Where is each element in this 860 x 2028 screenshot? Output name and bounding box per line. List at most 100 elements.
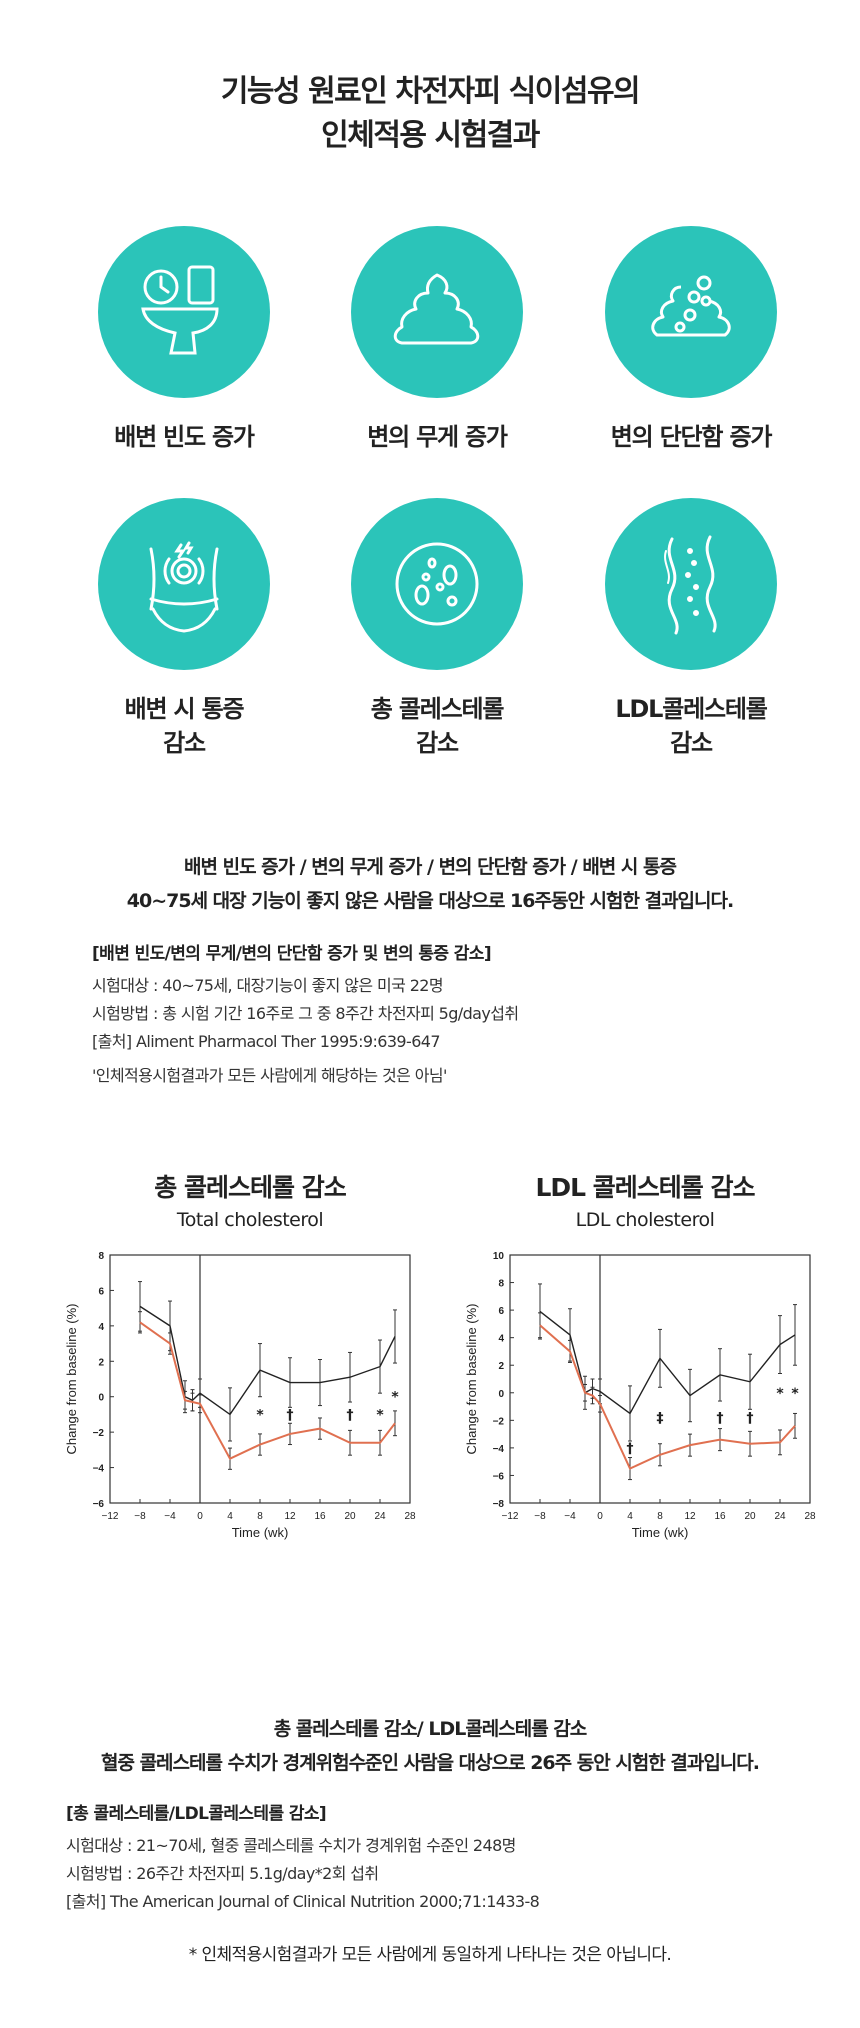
study2-details: [총 콜레스테롤/LDL콜레스테롤 감소] 시험대상 : 21~70세, 혈중 … (66, 1800, 540, 1916)
benefit-stool-weight: 변의 무게 증가 (307, 226, 567, 454)
benefit-total-cholesterol: 총 콜레스테롤 감소 (307, 498, 567, 760)
cholesterol-cell-icon (351, 498, 523, 670)
series-line-control (139, 1305, 396, 1416)
y-tick-label: 0 (98, 1393, 104, 1404)
title-line-1: 기능성 원료인 차전자피 식이섬유의 (220, 74, 641, 109)
x-tick-label: 0 (597, 1511, 603, 1522)
x-tick-label: −12 (502, 1511, 519, 1522)
details-heading: [총 콜레스테롤/LDL콜레스테롤 감소] (66, 1804, 327, 1824)
benefit-label: 변의 단단함 증가 (610, 423, 773, 451)
significance-marker: † (717, 1411, 724, 1427)
significance-marker: * (256, 1407, 264, 1423)
y-tick-label: 0 (498, 1389, 504, 1400)
abdominal-pain-icon (98, 498, 270, 670)
y-tick-label: 6 (498, 1306, 504, 1317)
page-title: 기능성 원료인 차전자피 식이섬유의 인체적용 시험결과 (0, 70, 860, 158)
y-tick-label: 4 (98, 1322, 104, 1333)
x-tick-label: 8 (257, 1511, 263, 1522)
benefit-label: 감소 (163, 729, 206, 757)
series-line-control (539, 1310, 796, 1415)
details-heading: [배변 빈도/변의 무게/변의 단단함 증가 및 변의 통증 감소] (92, 944, 492, 964)
x-tick-label: 4 (227, 1511, 233, 1522)
significance-marker: † (747, 1411, 754, 1427)
benefit-label: 변의 무게 증가 (367, 423, 508, 451)
y-tick-label: −4 (93, 1464, 105, 1475)
x-axis-label: Time (wk) (232, 1525, 289, 1540)
study-subject: 시험대상 : 40~75세, 대장기능이 좋지 않은 미국 22명 (92, 976, 444, 995)
x-tick-label: 20 (744, 1511, 756, 1522)
x-tick-label: 16 (714, 1511, 726, 1522)
x-tick-label: 24 (774, 1511, 786, 1522)
x-axis-label: Time (wk) (632, 1525, 689, 1540)
study1-details: [배변 빈도/변의 무게/변의 단단함 증가 및 변의 통증 감소] 시험대상 … (92, 940, 519, 1090)
x-tick-label: −4 (564, 1511, 576, 1522)
x-tick-label: 28 (804, 1511, 816, 1522)
x-tick-label: 28 (404, 1511, 416, 1522)
benefit-label: 배변 시 통증 (124, 695, 245, 723)
significance-marker: * (791, 1386, 799, 1402)
x-tick-label: 20 (344, 1511, 356, 1522)
y-tick-label: −4 (493, 1444, 505, 1455)
series-line-psyllium (539, 1324, 796, 1470)
x-tick-label: −8 (134, 1511, 146, 1522)
significance-marker: * (776, 1386, 784, 1402)
y-tick-label: −2 (93, 1428, 105, 1439)
y-tick-label: 2 (498, 1361, 504, 1372)
study-source: [출처] The American Journal of Clinical Nu… (66, 1892, 540, 1911)
chart-title-total: 총 콜레스테롤 감소 Total cholesterol (50, 1170, 450, 1234)
significance-marker: † (287, 1407, 294, 1423)
y-tick-label: −8 (493, 1499, 505, 1510)
y-tick-label: 10 (493, 1251, 505, 1262)
y-tick-label: −6 (493, 1471, 505, 1482)
series-line-psyllium (139, 1321, 396, 1461)
benefit-stool-frequency: 배변 빈도 증가 (54, 226, 314, 454)
y-tick-label: −6 (93, 1499, 105, 1510)
y-tick-label: 8 (98, 1251, 104, 1262)
study1-summary: 배변 빈도 증가 / 변의 무게 증가 / 변의 단단함 증가 / 배변 시 통… (0, 850, 860, 918)
study-method: 시험방법 : 26주간 차전자피 5.1g/day*2회 섭취 (66, 1864, 379, 1883)
benefit-label: LDL콜레스테롤 (615, 695, 768, 723)
chart-title: LDL 콜레스테롤 감소 (535, 1173, 755, 1202)
study2-summary: 총 콜레스테롤 감소/ LDL콜레스테롤 감소 혈중 콜레스테롤 수치가 경계위… (0, 1712, 860, 1780)
y-tick-label: 8 (498, 1279, 504, 1290)
y-axis-label: Change from baseline (%) (464, 1303, 479, 1454)
x-tick-label: −8 (534, 1511, 546, 1522)
benefit-label: 배변 빈도 증가 (114, 423, 255, 451)
ldl-cholesterol-chart: −12 −8 −4 0 4 8 12 16 20 24 28−8−6−4−20246810Time … (464, 1251, 816, 1540)
x-tick-label: 24 (374, 1511, 386, 1522)
stool-icon (351, 226, 523, 398)
significance-marker: * (391, 1390, 399, 1406)
y-tick-label: 6 (98, 1286, 104, 1297)
title-line-2: 인체적용 시험결과 (321, 118, 540, 153)
y-tick-label: 4 (498, 1334, 504, 1345)
summary-line: 총 콜레스테롤 감소/ LDL콜레스테롤 감소 (273, 1718, 588, 1740)
x-tick-label: 8 (657, 1511, 663, 1522)
firm-stool-icon (605, 226, 777, 398)
chart-title: 총 콜레스테롤 감소 (154, 1173, 346, 1202)
toilet-clock-icon (98, 226, 270, 398)
chart-subtitle: Total cholesterol (176, 1209, 324, 1231)
significance-marker: ‡ (657, 1411, 664, 1427)
significance-marker: * (376, 1407, 384, 1423)
x-tick-label: −4 (164, 1511, 176, 1522)
footnote: * 인체적용시험결과가 모든 사람에게 동일하게 나타나는 것은 아닙니다. (188, 1945, 672, 1965)
study-note: '인체적용시험결과가 모든 사람에게 해당하는 것은 아님' (92, 1066, 447, 1085)
significance-marker: † (347, 1407, 354, 1423)
y-tick-label: −2 (493, 1416, 505, 1427)
x-tick-label: 4 (627, 1511, 633, 1522)
study-source: [출처] Aliment Pharmacol Ther 1995:9:639-6… (92, 1032, 441, 1051)
summary-line: 혈중 콜레스테롤 수치가 경계위험수준인 사람을 대상으로 26주 동안 시험한… (101, 1752, 760, 1774)
y-tick-label: 2 (98, 1357, 104, 1368)
benefit-stool-firmness: 변의 단단함 증가 (561, 226, 821, 454)
study-method: 시험방법 : 총 시험 기간 16주로 그 중 8주간 차전자피 5g/day섭… (92, 1004, 519, 1023)
benefit-label: 감소 (670, 729, 713, 757)
significance-marker: † (627, 1441, 634, 1457)
chart-subtitle: LDL cholesterol (575, 1209, 715, 1231)
benefit-label: 총 콜레스테롤 (370, 695, 505, 723)
x-tick-label: 16 (314, 1511, 326, 1522)
x-tick-label: 12 (684, 1511, 696, 1522)
blood-vessel-icon (605, 498, 777, 670)
